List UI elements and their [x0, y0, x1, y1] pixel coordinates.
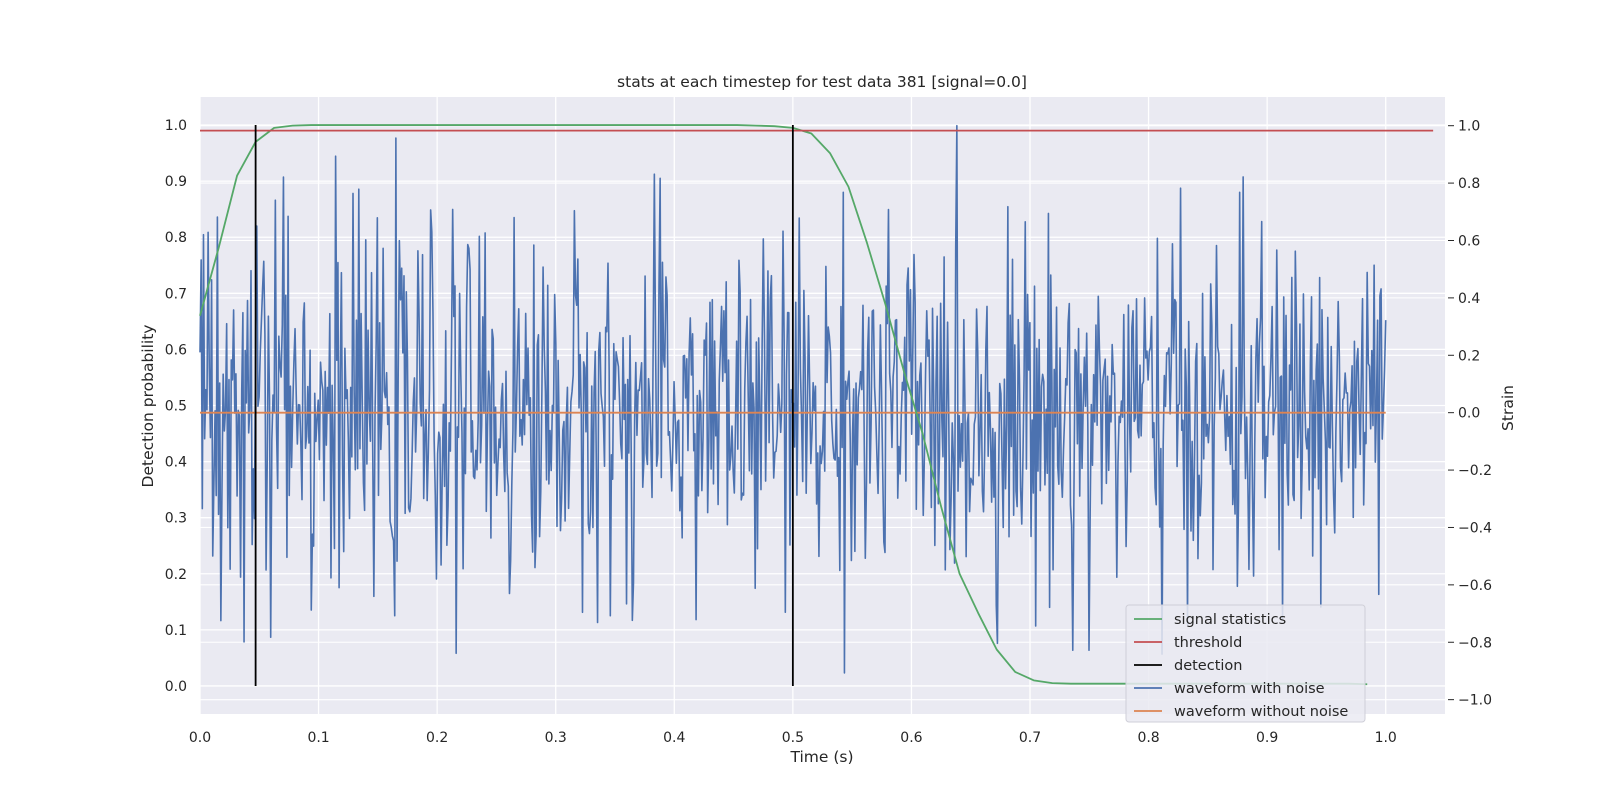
- y-tick-label: 0.6: [165, 342, 187, 358]
- x-tick-label: 0.9: [1256, 730, 1278, 746]
- legend-entry: signal statistics: [1174, 612, 1286, 628]
- legend-box: [1125, 604, 1366, 723]
- x-tick-label: 0.2: [426, 730, 448, 746]
- legend-entry: waveform without noise: [1174, 704, 1348, 720]
- y2-tick-label: −0.6: [1458, 578, 1492, 594]
- y2-tick-label: −0.8: [1458, 635, 1492, 651]
- y-tick-label: 0.7: [165, 286, 187, 302]
- x-tick-label: 1.0: [1375, 730, 1397, 746]
- y-tick-label: 0.5: [165, 399, 187, 415]
- x-axis-title: Time (s): [789, 748, 853, 766]
- y-tick-label: 0.2: [165, 567, 187, 583]
- y-tick-label: 0.1: [165, 623, 187, 639]
- legend-entry: threshold: [1174, 635, 1242, 651]
- y-tick-label: 0.3: [165, 511, 187, 527]
- y-tick-label: 0.9: [165, 174, 187, 190]
- x-tick-label: 0.8: [1137, 730, 1159, 746]
- series-group: [199, 124, 1434, 686]
- y2-tick-label: 0.8: [1458, 176, 1480, 192]
- y2-tick-label: −0.4: [1458, 520, 1492, 536]
- x-tick-label: 0.5: [782, 730, 804, 746]
- y2-tick-label: 0.0: [1458, 406, 1480, 422]
- x-tick-labels: 0.0 0.1 0.2 0.3 0.4 0.5 0.6 0.7 0.8 0.9 1.0: [189, 730, 1397, 746]
- legend-entry: detection: [1174, 658, 1242, 674]
- y2-tick-label: 0.2: [1458, 348, 1480, 364]
- chart-title: stats at each timestep for test data 381…: [617, 73, 1027, 91]
- y-tick-label: 0.0: [165, 679, 187, 695]
- y2-tick-label: 1.0: [1458, 119, 1480, 135]
- y2-tick-label: 0.4: [1458, 291, 1480, 307]
- y-tick-label: 1.0: [165, 118, 187, 134]
- x-tick-label: 0.1: [307, 730, 329, 746]
- x-tick-label: 0.6: [900, 730, 922, 746]
- y-axis-title: Detection probability: [139, 325, 157, 488]
- y2-axis-title: Strain: [1499, 385, 1517, 431]
- y-tick-label: 0.4: [165, 455, 187, 471]
- y-tick-label: 0.8: [165, 230, 187, 246]
- y2-tick-label: −1.0: [1458, 693, 1492, 709]
- y2-tick-label: 0.6: [1458, 233, 1480, 249]
- y2-tick-labels: −1.0 −0.8 −0.6 −0.4 −0.2 0.0 0.2 0.4 0.6 0.8 1.0: [1448, 119, 1492, 709]
- x-tick-label: 0.0: [189, 730, 211, 746]
- x-tick-label: 0.7: [1019, 730, 1041, 746]
- legend: signal statistics threshold detection wavef…: [1125, 604, 1366, 723]
- x-tick-label: 0.3: [545, 730, 567, 746]
- y-tick-labels: 0.0 0.1 0.2 0.3 0.4 0.5 0.6 0.7 0.8 0.9 1.0: [165, 118, 187, 695]
- legend-entry: waveform with noise: [1174, 681, 1325, 697]
- y2-tick-label: −0.2: [1458, 463, 1492, 479]
- x-tick-label: 0.4: [663, 730, 685, 746]
